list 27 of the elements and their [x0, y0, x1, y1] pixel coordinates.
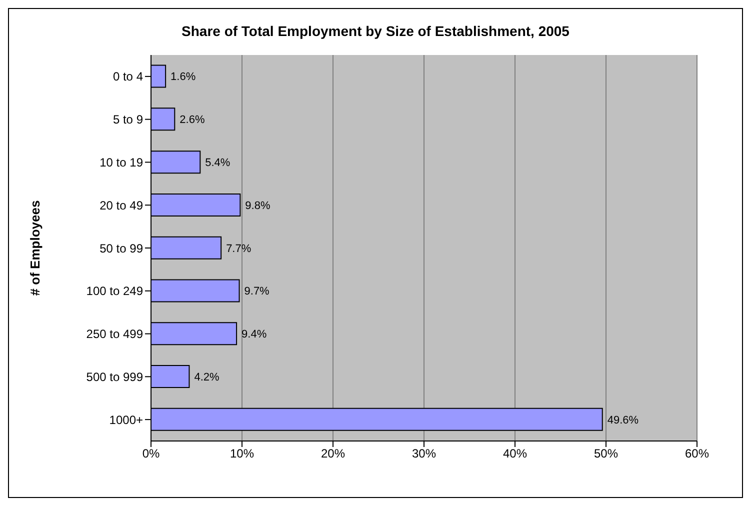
data-label: 9.7% [244, 286, 270, 298]
data-label: 9.4% [242, 328, 267, 341]
y-tick-label: 100 to 249 [86, 284, 144, 298]
data-label: 1.6% [170, 71, 196, 84]
data-label: 9.8% [245, 200, 270, 212]
x-tick-label: 0% [142, 446, 160, 461]
x-tick-label: 40% [502, 446, 528, 461]
y-tick-label: 500 to 999 [86, 370, 144, 384]
data-label: 4.2% [194, 371, 220, 384]
y-tick-label: 50 to 99 [100, 241, 144, 256]
data-label: 7.7% [226, 242, 252, 255]
y-tick-label: 1000+ [109, 412, 143, 427]
x-tick-label: 30% [412, 446, 436, 461]
data-label: 2.6% [180, 114, 205, 126]
x-tick-label: 60% [684, 446, 710, 461]
data-label: 49.6% [607, 414, 639, 426]
y-tick-label: 20 to 49 [100, 198, 144, 212]
x-tick-label: 20% [320, 446, 346, 461]
x-tick-label: 10% [230, 446, 254, 461]
y-axis-title: # of Employees [28, 200, 43, 296]
chart-title: Share of Total Employment by Size of Establishment, 2005 [180, 23, 570, 39]
y-tick-label: 0 to 4 [112, 70, 144, 84]
x-tick-label: 50% [594, 446, 618, 461]
y-tick-label: 5 to 9 [112, 112, 144, 127]
y-tick-label: 10 to 19 [100, 155, 144, 170]
y-tick-label: 250 to 499 [86, 327, 144, 342]
data-label: 5.4% [205, 156, 230, 169]
